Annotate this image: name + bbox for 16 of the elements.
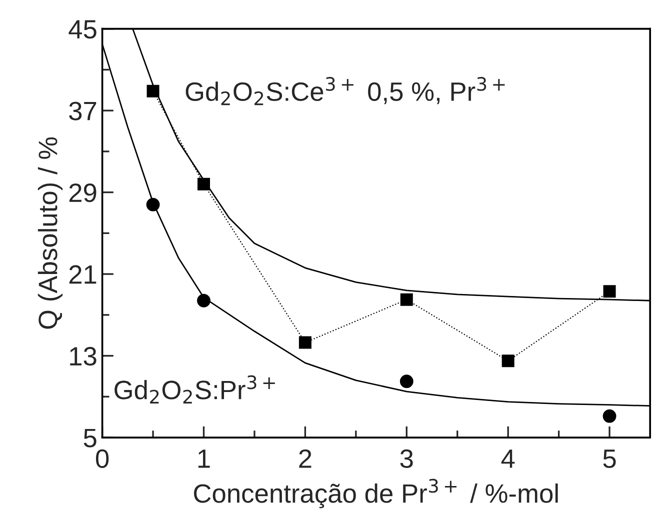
x-tick-label: 2: [299, 449, 312, 468]
y-axis-title: Q (Absoluto) / %: [38, 137, 63, 329]
y-tick-label: 45: [68, 20, 96, 39]
x-tick-label: 5: [603, 450, 616, 468]
x-tick-label: 0: [96, 449, 109, 468]
y-tick-label: 21: [69, 265, 96, 284]
y-tick-label: 5: [84, 428, 96, 448]
y-tick-label: 13: [70, 346, 96, 366]
x-axis-title: Concentração de Pr$^{3+}$ / %-mol: [194, 478, 558, 508]
y-tick-label: 37: [69, 102, 96, 120]
x-tick-label: 3: [400, 449, 413, 468]
annotation: Gd$_{2}$O$_{2}$S:Ce$^{3+}$ 0,5 %, Pr$^{3+}$: [186, 76, 505, 106]
x-tick-label: 4: [501, 450, 515, 468]
annotation: Gd$_{2}$O$_{2}$S:Pr$^{3+}$: [114, 375, 275, 404]
x-tick-label: 1: [198, 450, 210, 468]
y-tick-label: 29: [69, 183, 96, 202]
